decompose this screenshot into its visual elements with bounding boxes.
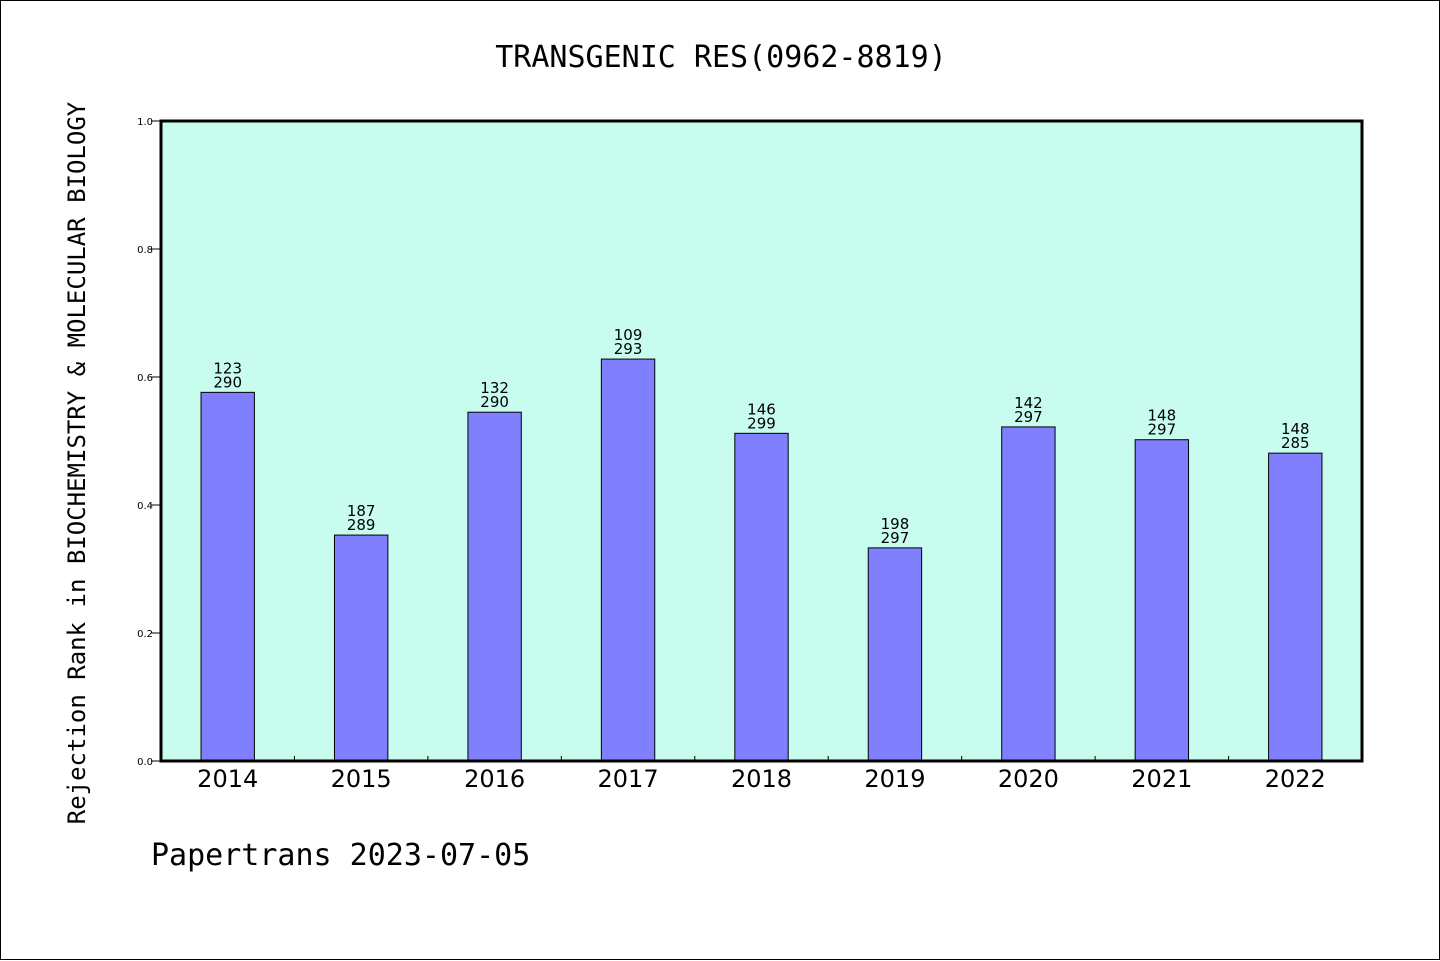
bar-total-label: 290: [480, 393, 509, 411]
y-tick-label: 0.4: [137, 501, 153, 512]
bar-total-label: 293: [614, 340, 643, 358]
bar-2014: [200, 391, 255, 762]
y-axis-label: Rejection Rank in BIOCHEMISTRY & MOLECUL…: [63, 101, 91, 824]
bar-rank-label: 148: [1148, 407, 1177, 425]
bar-rank-label: 109: [614, 326, 643, 344]
x-tick-label: 2018: [731, 765, 792, 793]
bar-2015: [333, 534, 389, 762]
bar-rank-label: 142: [1014, 394, 1043, 412]
x-tick-label: 2017: [598, 765, 659, 793]
bar-rank-label: 198: [881, 515, 910, 533]
y-tick-label: 1.0: [137, 117, 153, 128]
x-tick-label: 2021: [1131, 765, 1192, 793]
plot-area: 0.00.20.40.60.81.01232902014187289201513…: [137, 117, 1364, 793]
bar-2017: [600, 358, 656, 762]
x-tick-label: 2022: [1265, 765, 1326, 793]
bar-rank-label: 132: [480, 379, 509, 397]
footer-text: Papertrans 2023-07-05: [151, 838, 530, 873]
x-tick-label: 2020: [998, 765, 1059, 793]
bar-2021: [1134, 439, 1190, 762]
x-tick-label: 2016: [464, 765, 525, 793]
y-tick-label: 0.0: [137, 757, 153, 768]
bar-total-label: 297: [1014, 408, 1043, 426]
bar-rank-label: 123: [213, 359, 242, 377]
bar-2019: [867, 547, 923, 762]
bar-total-label: 289: [347, 516, 376, 534]
x-tick-label: 2014: [197, 765, 258, 793]
bar-total-label: 297: [1148, 421, 1177, 439]
bar-rank-label: 146: [747, 400, 776, 418]
bar-total-label: 285: [1281, 434, 1310, 452]
bar-2016: [467, 411, 522, 762]
y-tick-label: 0.6: [137, 373, 153, 384]
bar-total-label: 299: [747, 414, 776, 432]
plot-border: [159, 119, 1364, 763]
y-tick-label: 0.2: [137, 629, 153, 640]
bar-2022: [1268, 452, 1323, 762]
bar-total-label: 297: [881, 529, 910, 547]
bar-rank-label: 148: [1281, 420, 1310, 438]
y-tick-label: 0.8: [137, 245, 153, 256]
bar-rank-label: 187: [347, 502, 376, 520]
x-tick-label: 2015: [331, 765, 392, 793]
chart-title: TRANSGENIC RES(0962-8819): [495, 40, 947, 75]
bar-2018: [734, 432, 789, 762]
bar-total-label: 290: [213, 373, 242, 391]
bar-2020: [1001, 426, 1056, 762]
x-tick-label: 2019: [864, 765, 925, 793]
